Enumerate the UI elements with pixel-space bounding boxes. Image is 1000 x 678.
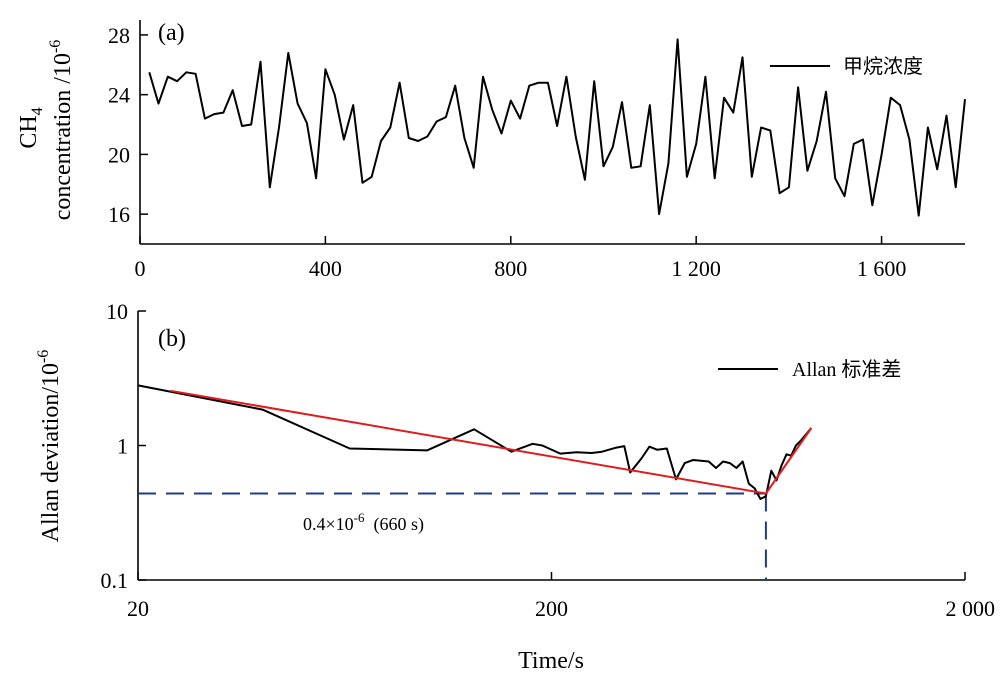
- panel-a: 16 20 24 28 0 400 800 1 200 1 600 (a) 甲烷浓度 CH4 …: [16, 20, 966, 281]
- allan-fit-line: [170, 389, 813, 495]
- panel-b-label: (b): [158, 326, 186, 352]
- panel-b-legend: Allan 标准差: [718, 358, 901, 381]
- panel-a-y-tick-label: 28: [108, 23, 130, 48]
- methane-concentration-line: [148, 38, 966, 217]
- panel-b-x-tick-label: 200: [535, 596, 568, 621]
- panel-a-label: (a): [158, 20, 185, 46]
- panel-b-x-tick-label: 2 000: [946, 596, 996, 621]
- panel-a-legend-label: 甲烷浓度: [843, 55, 923, 78]
- panel-a-x-ticks: 0 400 800 1 200 1 600: [135, 236, 907, 281]
- panel-b-y-tick-label: 1: [117, 434, 128, 459]
- panel-a-y-tick-label: 20: [108, 142, 130, 167]
- panel-a-legend: 甲烷浓度: [770, 55, 923, 78]
- panel-a-x-tick-label: 0: [135, 256, 146, 281]
- panel-a-x-tick-label: 400: [309, 256, 342, 281]
- panel-b-x-tick-label: 20: [127, 596, 149, 621]
- panel-a-x-tick-label: 1 600: [857, 256, 907, 281]
- panel-a-ylabel-line2: concentration /10-6: [47, 40, 76, 221]
- reference-dashed-lines: [138, 492, 767, 580]
- panel-b-x-ticks: 20 200 2 000: [127, 572, 995, 621]
- panel-a-ylabel-line1: CH4: [16, 107, 46, 148]
- min-deviation-annotation: 0.4×10-6 (660 s): [303, 510, 424, 535]
- panel-a-x-tick-label: 800: [494, 256, 527, 281]
- allan-deviation-line: [137, 384, 813, 500]
- panel-a-y-axis-title: CH4 concentration /10-6: [16, 40, 76, 221]
- panel-b-legend-label: Allan 标准差: [792, 358, 901, 381]
- panel-a-x-tick-label: 1 200: [671, 256, 721, 281]
- panel-a-y-ticks: 16 20 24 28: [108, 23, 148, 227]
- panel-b: 0.1 1 10 20 200 2 000 (b) Allan 标准差 0.4×10-6…: [35, 299, 995, 674]
- panel-a-y-tick-label: 24: [108, 83, 130, 108]
- panel-a-y-tick-label: 16: [108, 202, 130, 227]
- panel-b-y-tick-label: 10: [106, 299, 128, 324]
- panel-b-ylabel: Allan deviation/10-6: [35, 350, 64, 543]
- panel-b-y-ticks: 0.1 1 10: [101, 299, 146, 593]
- panel-b-xlabel: Time/s: [518, 648, 584, 674]
- panel-b-y-tick-label: 0.1: [101, 568, 129, 593]
